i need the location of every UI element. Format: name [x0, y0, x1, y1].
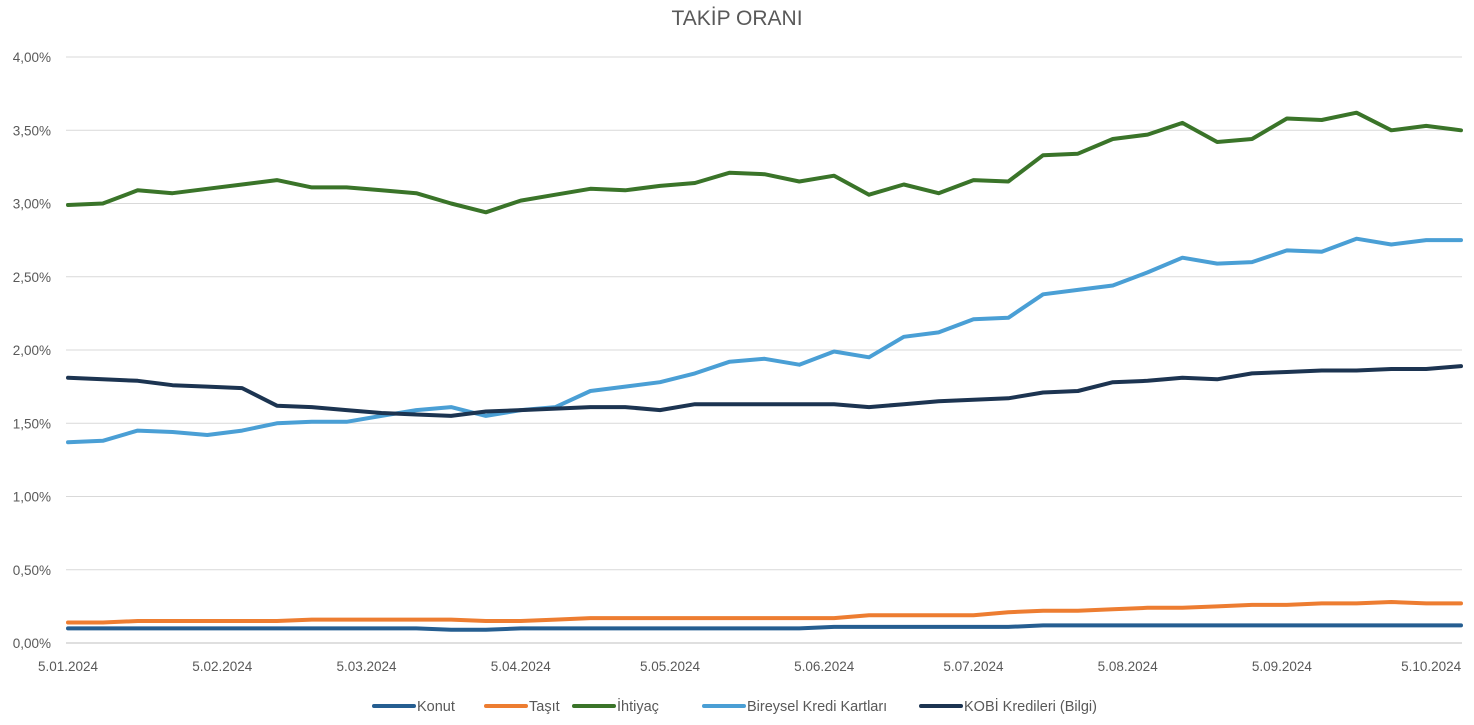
series-line-1	[66, 600, 1463, 625]
y-tick-label: 0,50%	[13, 563, 51, 578]
y-tick-label: 1,00%	[13, 490, 51, 505]
y-tick-label: 3,50%	[13, 123, 51, 138]
legend-label: Bireysel Kredi Kartları	[747, 699, 887, 715]
y-tick-label: 4,00%	[13, 50, 51, 65]
series-line-2	[66, 110, 1463, 215]
gridlines	[66, 56, 1462, 644]
legend-label: Konut	[417, 699, 455, 715]
x-tick-label: 5.01.2024	[38, 659, 99, 674]
x-tick-label: 5.03.2024	[336, 659, 397, 674]
x-tick-label: 5.10.2024	[1401, 659, 1462, 674]
legend-label: KOBİ Kredileri (Bilgi)	[964, 697, 1097, 715]
legend-label: İhtiyaç	[617, 697, 659, 715]
series-line-0	[66, 623, 1463, 632]
x-tick-label: 5.06.2024	[794, 659, 855, 674]
x-tick-label: 5.02.2024	[192, 659, 253, 674]
x-tick-label: 5.08.2024	[1098, 659, 1159, 674]
x-tick-label: 5.05.2024	[640, 659, 701, 674]
y-tick-label: 2,50%	[13, 270, 51, 285]
y-tick-label: 2,00%	[13, 343, 51, 358]
legend: Konut Taşıt İhtiyaç Bireysel Kredi Kartları…	[372, 697, 1097, 715]
y-tick-label: 3,00%	[13, 197, 51, 212]
x-tick-label: 5.07.2024	[943, 659, 1004, 674]
series-line-3	[66, 236, 1463, 445]
x-tick-label: 5.04.2024	[491, 659, 552, 674]
y-tick-label: 0,00%	[13, 636, 51, 651]
y-axis-tick-labels: 0,00% 0,50% 1,00% 1,50% 2,00% 2,50% 3,00% 3,50%…	[13, 50, 51, 651]
x-tick-label: 5.09.2024	[1252, 659, 1313, 674]
y-tick-label: 1,50%	[13, 416, 51, 431]
x-axis-tick-labels: 5.01.2024 5.02.2024 5.03.2024 5.04.2024 5.05…	[38, 659, 1462, 674]
chart-title: TAKİP ORANI	[671, 7, 802, 30]
legend-label: Taşıt	[529, 699, 560, 715]
series-lines	[66, 110, 1463, 632]
series-line-4	[66, 364, 1463, 418]
